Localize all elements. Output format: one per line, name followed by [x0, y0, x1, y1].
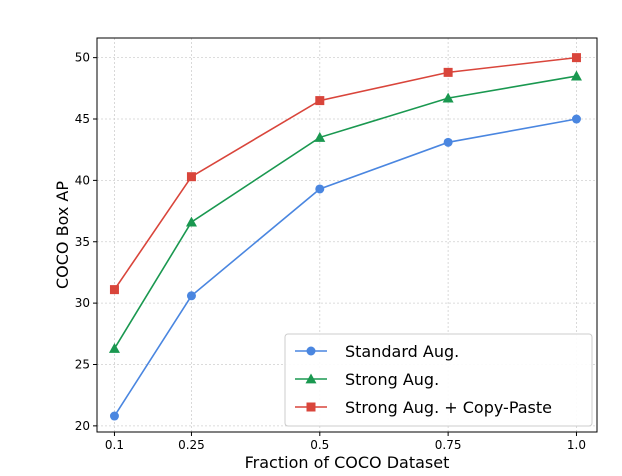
legend: Standard Aug. Strong Aug. Strong Aug. + Co…	[284, 333, 593, 427]
data-point	[571, 114, 581, 124]
data-point	[186, 291, 196, 301]
data-point	[571, 53, 581, 63]
data-point	[109, 285, 119, 295]
legend-entry: Strong Aug.	[295, 370, 439, 389]
x-axis-title: Fraction of COCO Dataset	[245, 453, 450, 472]
x-tick-label: 0.75	[435, 438, 462, 452]
series-3	[109, 53, 581, 295]
legend-label: Standard Aug.	[345, 342, 459, 361]
series-layer	[108, 53, 582, 421]
legend-box	[284, 333, 593, 427]
y-tick-label: 50	[75, 51, 90, 65]
data-point	[315, 184, 325, 194]
legend-entry: Strong Aug. + Copy-Paste	[295, 398, 552, 417]
ticks: 0.1 0.25 0.5 0.75 1.0 20 25 30 35 40 45 50	[75, 51, 586, 452]
legend-label: Strong Aug. + Copy-Paste	[345, 398, 552, 417]
data-point	[443, 137, 453, 147]
legend-marker	[306, 346, 316, 356]
y-tick-label: 30	[75, 296, 90, 310]
legend-marker	[305, 373, 317, 384]
y-axis-title: COCO Box AP	[53, 181, 72, 289]
x-tick-label: 0.5	[310, 438, 329, 452]
series-line	[113, 56, 577, 291]
y-tick-label: 35	[75, 235, 90, 249]
data-point	[315, 96, 325, 106]
data-point	[109, 411, 119, 421]
x-tick-label: 0.1	[105, 438, 124, 452]
y-tick-label: 25	[75, 357, 90, 371]
x-tick-label: 1.0	[567, 438, 586, 452]
series-2	[108, 70, 582, 353]
data-point	[442, 92, 454, 103]
legend-entry: Standard Aug.	[295, 342, 459, 361]
data-point	[186, 172, 196, 182]
plot-frame	[96, 37, 598, 433]
legend-label: Strong Aug.	[345, 370, 439, 389]
series-1	[109, 114, 581, 421]
data-point	[108, 343, 120, 353]
data-point	[314, 131, 326, 142]
y-tick-label: 40	[75, 173, 90, 187]
data-point	[443, 67, 453, 77]
legend-marker	[306, 402, 316, 412]
data-point	[570, 70, 582, 81]
y-tick-label: 45	[75, 112, 90, 126]
data-point	[185, 216, 197, 227]
x-tick-label: 0.25	[178, 438, 205, 452]
y-tick-label: 20	[75, 419, 90, 433]
